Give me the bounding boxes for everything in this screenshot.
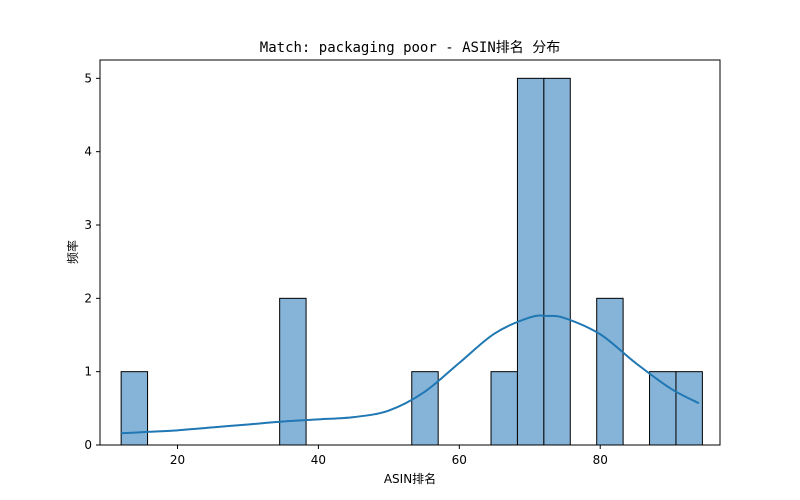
y-tick-label: 5 xyxy=(84,71,92,85)
histogram-bar xyxy=(411,371,439,446)
y-tick-label: 1 xyxy=(84,365,92,379)
histogram-bar xyxy=(596,297,624,446)
histogram-bar xyxy=(516,77,545,446)
x-tick-label: 80 xyxy=(593,453,608,467)
x-axis-ticks: 20 40 60 80 xyxy=(170,445,608,467)
y-tick-label: 4 xyxy=(84,145,92,159)
y-tick-label: 3 xyxy=(84,218,92,232)
x-tick-label: 40 xyxy=(311,453,326,467)
plot-frame xyxy=(99,59,721,446)
y-axis-ticks: 0 1 2 3 4 5 xyxy=(84,71,100,452)
chart-title: Match: packaging poor - ASIN排名 分布 xyxy=(260,40,560,56)
histogram-bar xyxy=(675,371,703,446)
histogram-bar xyxy=(279,297,307,446)
kde-curve xyxy=(121,314,700,435)
y-tick-label: 2 xyxy=(84,291,92,305)
x-tick-label: 20 xyxy=(170,453,185,467)
histogram-bar xyxy=(543,77,571,446)
y-axis-label: 频率 xyxy=(65,240,80,264)
y-tick-label: 0 xyxy=(84,438,92,452)
x-tick-label: 60 xyxy=(452,453,467,467)
histogram-bar xyxy=(490,371,518,446)
x-axis-label: ASIN排名 xyxy=(384,471,436,486)
